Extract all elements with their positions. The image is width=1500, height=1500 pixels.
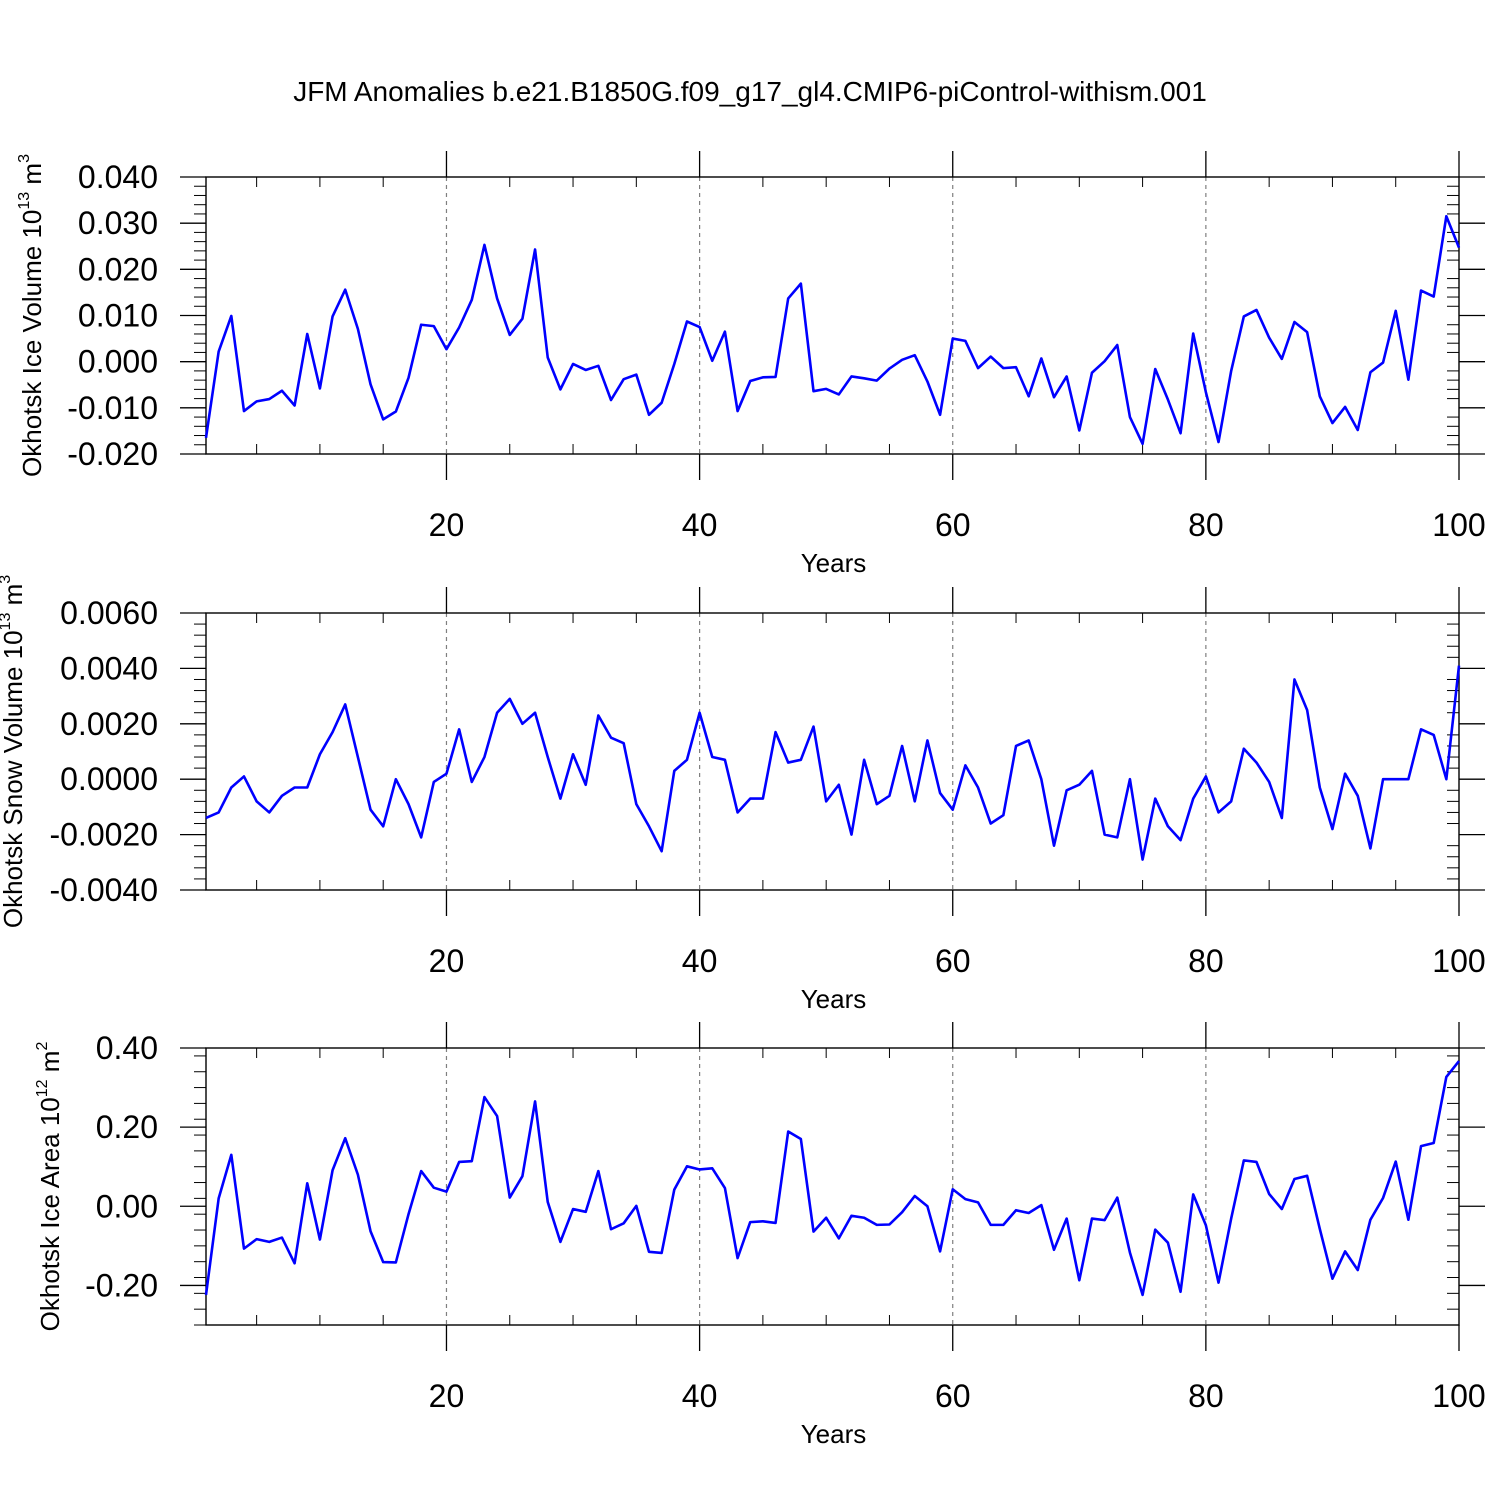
y-axis-label-unit: m (0, 584, 28, 613)
series-line (205, 665, 1461, 861)
x-tick-label: 40 (682, 943, 718, 979)
y-axis-label-text: Okhotsk Ice Area 10 (35, 1097, 65, 1331)
plot-frame (205, 612, 1460, 891)
x-tick-label: 60 (935, 943, 971, 979)
y-axis-label-exponent: 13 (0, 613, 14, 631)
x-tick-label: 100 (1432, 943, 1485, 979)
panel-1: 20 40 60 80 100 -0.020 -0.010 0.000 0.010 0.020 0.… (16, 151, 1486, 578)
y-tick-label: 0.0040 (60, 650, 158, 686)
y-axis-label-text: Okhotsk Ice Volume 10 (17, 210, 47, 477)
series-line (204, 1060, 1461, 1297)
y-tick-label: 0.0000 (60, 761, 158, 797)
series-line (204, 214, 1461, 446)
x-tick-label: 20 (429, 1378, 465, 1414)
y-axis-label: Okhotsk Snow Volume 1013 m3 (0, 575, 28, 928)
x-tick-label: 80 (1188, 1378, 1224, 1414)
y-axis-label-unit: m (35, 1051, 65, 1080)
x-tick-label: 60 (935, 507, 971, 543)
y-tick-label: 0.000 (78, 344, 158, 380)
y-tick-label: -0.20 (85, 1267, 158, 1303)
x-tick-label: 100 (1432, 507, 1485, 543)
y-tick-label: 0.40 (96, 1030, 158, 1066)
x-axis-label: Years (801, 548, 867, 578)
y-tick-label: -0.020 (67, 436, 158, 472)
x-tick-label: 40 (682, 507, 718, 543)
y-tick-label: 0.010 (78, 298, 158, 334)
y-axis-label-exponent: 12 (34, 1079, 51, 1097)
y-tick-label: 0.0020 (60, 706, 158, 742)
y-axis-label-unit-exponent: 3 (16, 154, 33, 163)
x-tick-label: 80 (1188, 507, 1224, 543)
x-tick-label: 20 (429, 507, 465, 543)
y-tick-label: 0.00 (96, 1188, 158, 1224)
y-axis-label-unit: m (17, 163, 47, 192)
y-tick-label: 0.0060 (60, 595, 158, 631)
panels: 20 40 60 80 100 -0.020 -0.010 0.000 0.010 0.020 0.… (0, 151, 1486, 1449)
panel-3: 20 40 60 80 100 -0.20 0.00 0.20 0.40 Years Okhotsk… (34, 1022, 1486, 1449)
y-axis-label: Okhotsk Ice Volume 1013 m3 (16, 154, 47, 477)
y-tick-label: -0.0040 (49, 872, 158, 908)
y-axis-label-text: Okhotsk Snow Volume 10 (0, 630, 28, 928)
y-axis-label-unit-exponent: 2 (34, 1042, 51, 1051)
y-axis-label-unit-exponent: 3 (0, 575, 14, 584)
y-tick-label: -0.0020 (49, 817, 158, 853)
x-tick-label: 60 (935, 1378, 971, 1414)
y-tick-label: 0.020 (78, 251, 158, 287)
x-tick-label: 20 (429, 943, 465, 979)
y-tick-label: -0.010 (67, 390, 158, 426)
figure-title: JFM Anomalies b.e21.B1850G.f09_g17_gl4.C… (293, 76, 1207, 107)
y-axis-label: Okhotsk Ice Area 1012 m2 (34, 1042, 65, 1332)
plot-frame (205, 1047, 1460, 1326)
x-axis-label: Years (801, 984, 867, 1014)
y-tick-label: 0.040 (78, 159, 158, 195)
y-tick-label: 0.20 (96, 1109, 158, 1145)
x-tick-label: 100 (1432, 1378, 1485, 1414)
x-tick-label: 40 (682, 1378, 718, 1414)
y-axis-label-exponent: 13 (16, 192, 33, 210)
panel-2: 20 40 60 80 100 -0.0040 -0.0020 0.0000 0.0020 0.0… (0, 575, 1486, 1014)
y-tick-label: 0.030 (78, 205, 158, 241)
x-axis-label: Years (801, 1419, 867, 1449)
plot-frame (205, 176, 1460, 455)
x-tick-label: 80 (1188, 943, 1224, 979)
